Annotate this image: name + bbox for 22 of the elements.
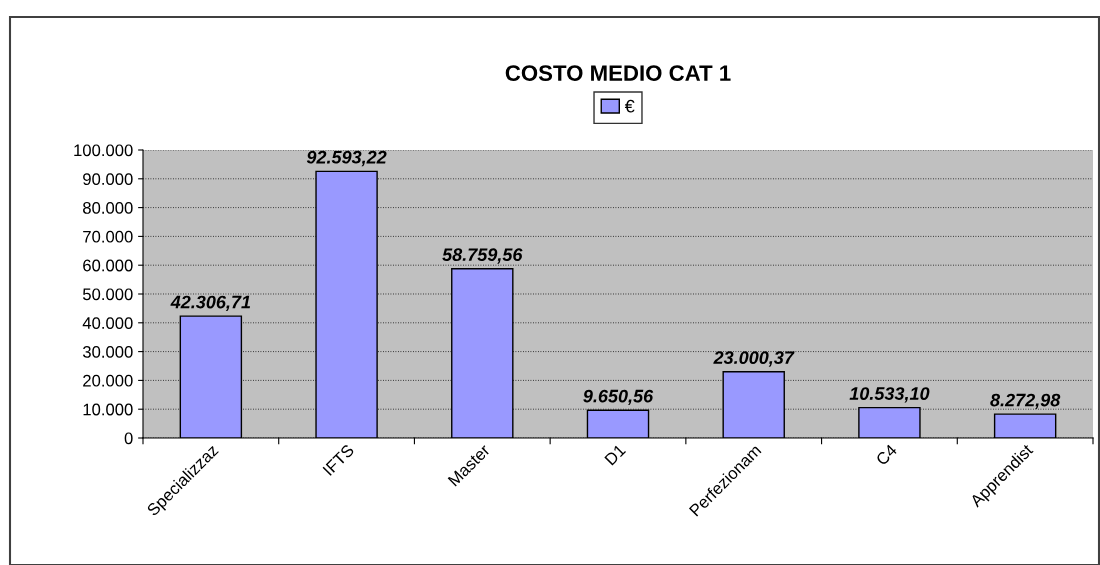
y-tick-label: 70.000 xyxy=(83,230,133,243)
chart-title: COSTO MEDIO CAT 1 xyxy=(505,65,731,81)
y-tick-label: 50.000 xyxy=(82,288,133,301)
text: 92.593,22 xyxy=(306,150,387,167)
y-tick-label: 100.000 xyxy=(74,144,133,157)
legend-label: € xyxy=(624,99,635,113)
y-tick-label: 80.000 xyxy=(83,202,133,214)
text: 23.000,37 xyxy=(713,351,795,367)
y-tick-label: 20.000 xyxy=(83,374,133,387)
y-tick-label: 10.000 xyxy=(83,403,133,416)
y-tick-label: 40.000 xyxy=(82,317,133,329)
y-tick-label: 30.000 xyxy=(82,346,133,358)
text: 42.306,71 xyxy=(170,295,251,312)
x-tick-label: D1 xyxy=(604,443,626,466)
text: 9.650,56 xyxy=(583,389,654,406)
y-tick-label: 60.000 xyxy=(83,259,133,272)
text: 58.759,56 xyxy=(442,248,523,264)
x-tick-label: C4 xyxy=(875,443,898,466)
y-tick-label: 0 xyxy=(124,432,133,445)
y-tick-label: 90.000 xyxy=(83,173,133,185)
text: 10.533,10 xyxy=(849,387,930,403)
text: 8.272,98 xyxy=(990,393,1061,410)
